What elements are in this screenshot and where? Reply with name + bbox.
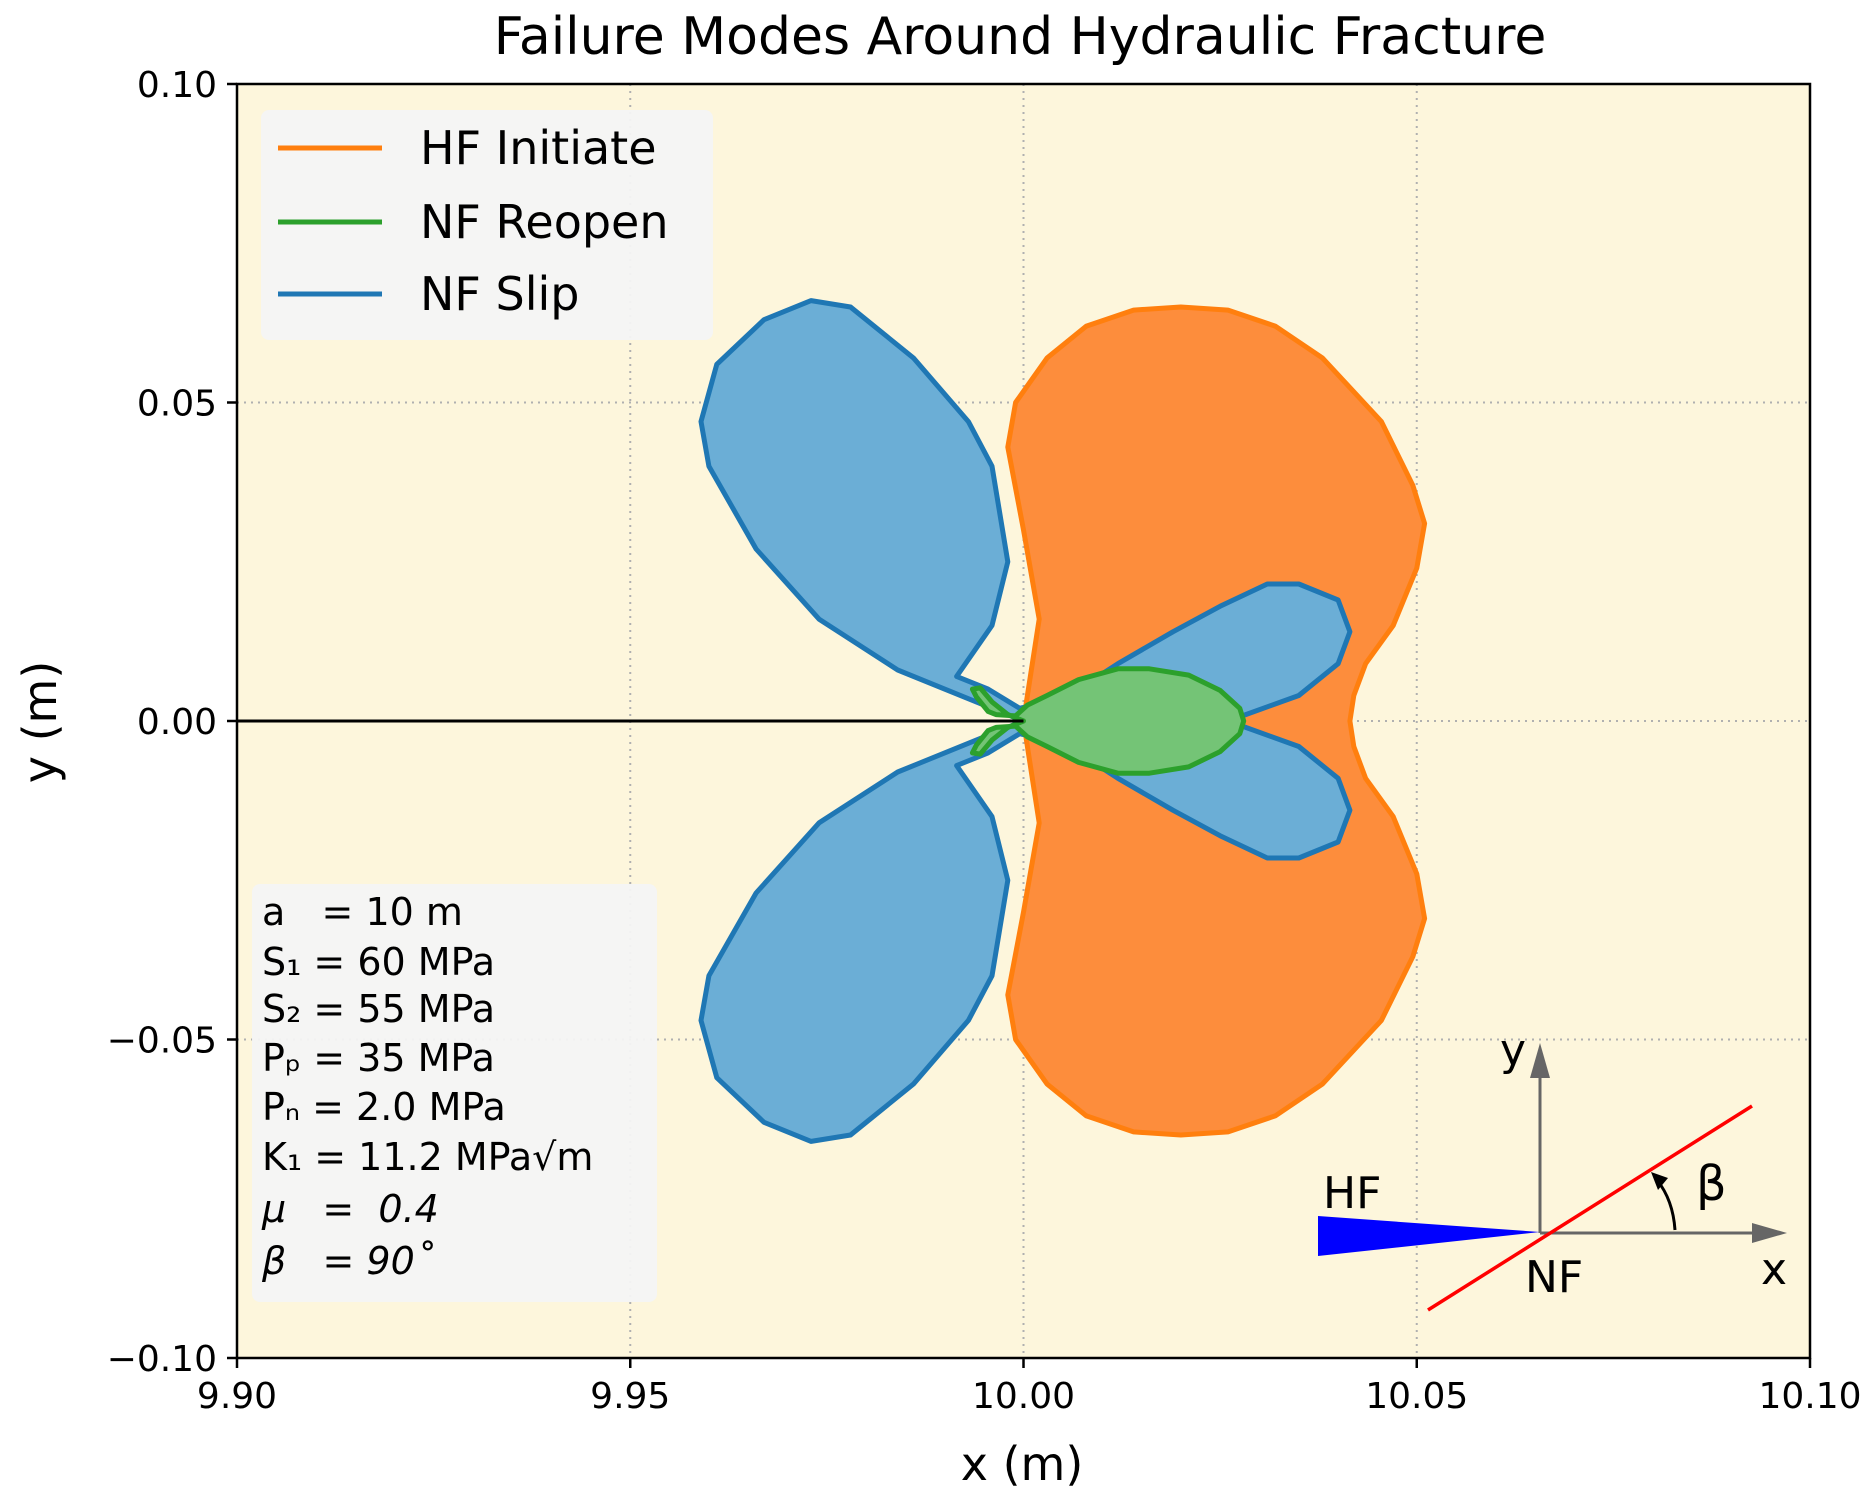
param-a: a = 10 m (262, 890, 463, 934)
inset-hf-label: HF (1323, 1168, 1381, 1219)
x-tick-label-0: 9.90 (197, 1376, 277, 1417)
y-tick-label-2: 0.00 (137, 702, 217, 743)
param-pn: Pₙ = 2.0 MPa (262, 1085, 506, 1129)
tick-marks: 9.90 9.95 10.00 10.05 10.10 0.10 0.05 0.00 −0.05… (107, 65, 1862, 1417)
inset-nf-line (1427, 1104, 1753, 1312)
param-beta: β = 90˚ (261, 1239, 434, 1283)
param-s1: S₁ = 60 MPa (262, 940, 495, 984)
inset-y-axis-label: y (1500, 1025, 1526, 1076)
legend: HF Initiate NF Reopen NF Slip (261, 110, 713, 340)
x-axis-label: x (m) (961, 1437, 1084, 1491)
legend-label-nf-slip: NF Slip (420, 267, 579, 321)
inset-x-axis-label: x (1761, 1244, 1787, 1295)
param-pp: Pₚ = 35 MPa (262, 1036, 495, 1080)
y-tick-label-0: 0.10 (137, 65, 217, 106)
x-tick-label-4: 10.10 (1758, 1376, 1861, 1417)
y-tick-label-4: −0.10 (107, 1339, 217, 1380)
plot-frame (235, 82, 1812, 1360)
inset-beta-arrowhead (1651, 1172, 1668, 1190)
series-layer (698, 298, 1428, 1144)
inset-y-arrowhead (1530, 1043, 1550, 1078)
legend-label-nf-reopen: NF Reopen (420, 195, 669, 249)
parameter-box: a = 10 m S₁ = 60 MPa S₂ = 55 MPa Pₚ = 35… (252, 884, 657, 1302)
series-nf-reopen (969, 666, 1247, 776)
x-tick-label-1: 9.95 (590, 1376, 670, 1417)
x-tick-label-3: 10.05 (1365, 1376, 1468, 1417)
inset-nf-label: NF (1525, 1252, 1583, 1303)
legend-label-hf-initiate: HF Initiate (420, 121, 657, 175)
inset-hf-wedge (1318, 1216, 1540, 1256)
param-k1: K₁ = 11.2 MPa√m (262, 1135, 593, 1179)
y-tick-label-3: −0.05 (107, 1021, 217, 1062)
inset-x-arrowhead (1752, 1223, 1787, 1243)
orientation-inset: HF y x NF β (1318, 1025, 1787, 1312)
y-axis-label: y (m) (13, 661, 67, 784)
x-tick-label-2: 10.00 (972, 1376, 1075, 1417)
y-tick-label-1: 0.05 (137, 384, 217, 425)
param-s2: S₂ = 55 MPa (262, 987, 495, 1031)
param-mu: μ = 0.4 (261, 1187, 439, 1231)
inset-beta-label: β (1696, 1156, 1727, 1212)
chart-title: Failure Modes Around Hydraulic Fracture (494, 7, 1547, 67)
